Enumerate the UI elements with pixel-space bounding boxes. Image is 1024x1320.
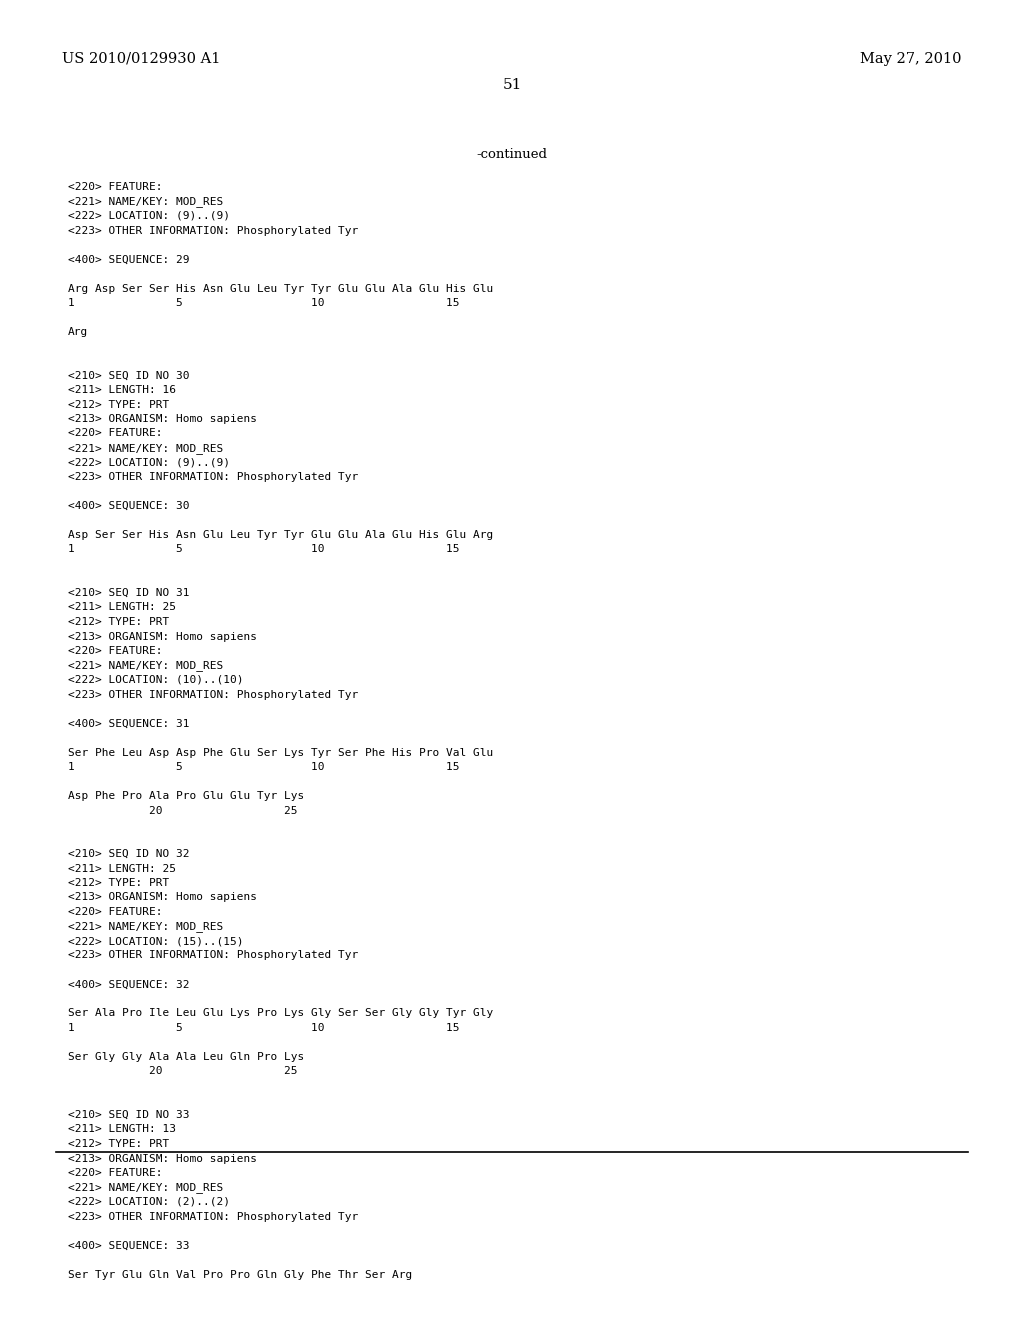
Text: 20                  25: 20 25 bbox=[68, 805, 298, 816]
Text: 1               5                   10                  15: 1 5 10 15 bbox=[68, 762, 460, 772]
Text: 1               5                   10                  15: 1 5 10 15 bbox=[68, 298, 460, 308]
Text: <221> NAME/KEY: MOD_RES: <221> NAME/KEY: MOD_RES bbox=[68, 660, 223, 672]
Text: <220> FEATURE:: <220> FEATURE: bbox=[68, 429, 163, 438]
Text: <221> NAME/KEY: MOD_RES: <221> NAME/KEY: MOD_RES bbox=[68, 197, 223, 207]
Text: <222> LOCATION: (2)..(2): <222> LOCATION: (2)..(2) bbox=[68, 1197, 230, 1206]
Text: <212> TYPE: PRT: <212> TYPE: PRT bbox=[68, 616, 169, 627]
Text: <223> OTHER INFORMATION: Phosphorylated Tyr: <223> OTHER INFORMATION: Phosphorylated … bbox=[68, 226, 358, 235]
Text: <223> OTHER INFORMATION: Phosphorylated Tyr: <223> OTHER INFORMATION: Phosphorylated … bbox=[68, 950, 358, 961]
Text: US 2010/0129930 A1: US 2010/0129930 A1 bbox=[62, 51, 220, 66]
Text: <210> SEQ ID NO 32: <210> SEQ ID NO 32 bbox=[68, 849, 189, 859]
Text: <223> OTHER INFORMATION: Phosphorylated Tyr: <223> OTHER INFORMATION: Phosphorylated … bbox=[68, 689, 358, 700]
Text: <211> LENGTH: 25: <211> LENGTH: 25 bbox=[68, 602, 176, 612]
Text: 1               5                   10                  15: 1 5 10 15 bbox=[68, 1023, 460, 1034]
Text: <223> OTHER INFORMATION: Phosphorylated Tyr: <223> OTHER INFORMATION: Phosphorylated … bbox=[68, 473, 358, 482]
Text: <212> TYPE: PRT: <212> TYPE: PRT bbox=[68, 1139, 169, 1148]
Text: <213> ORGANISM: Homo sapiens: <213> ORGANISM: Homo sapiens bbox=[68, 892, 257, 903]
Text: Ser Tyr Glu Gln Val Pro Pro Gln Gly Phe Thr Ser Arg: Ser Tyr Glu Gln Val Pro Pro Gln Gly Phe … bbox=[68, 1270, 413, 1279]
Text: <221> NAME/KEY: MOD_RES: <221> NAME/KEY: MOD_RES bbox=[68, 921, 223, 932]
Text: May 27, 2010: May 27, 2010 bbox=[860, 51, 962, 66]
Text: <212> TYPE: PRT: <212> TYPE: PRT bbox=[68, 878, 169, 888]
Text: <211> LENGTH: 13: <211> LENGTH: 13 bbox=[68, 1125, 176, 1134]
Text: Ser Phe Leu Asp Asp Phe Glu Ser Lys Tyr Ser Phe His Pro Val Glu: Ser Phe Leu Asp Asp Phe Glu Ser Lys Tyr … bbox=[68, 747, 494, 758]
Text: Arg: Arg bbox=[68, 327, 88, 337]
Text: <213> ORGANISM: Homo sapiens: <213> ORGANISM: Homo sapiens bbox=[68, 414, 257, 424]
Text: <213> ORGANISM: Homo sapiens: <213> ORGANISM: Homo sapiens bbox=[68, 1154, 257, 1163]
Text: <400> SEQUENCE: 31: <400> SEQUENCE: 31 bbox=[68, 718, 189, 729]
Text: -continued: -continued bbox=[476, 148, 548, 161]
Text: <221> NAME/KEY: MOD_RES: <221> NAME/KEY: MOD_RES bbox=[68, 1183, 223, 1193]
Text: <220> FEATURE:: <220> FEATURE: bbox=[68, 182, 163, 191]
Text: 1               5                   10                  15: 1 5 10 15 bbox=[68, 544, 460, 554]
Text: <220> FEATURE:: <220> FEATURE: bbox=[68, 1168, 163, 1177]
Text: Ser Gly Gly Ala Ala Leu Gln Pro Lys: Ser Gly Gly Ala Ala Leu Gln Pro Lys bbox=[68, 1052, 304, 1063]
Text: <211> LENGTH: 25: <211> LENGTH: 25 bbox=[68, 863, 176, 874]
Text: 51: 51 bbox=[503, 78, 521, 92]
Text: <220> FEATURE:: <220> FEATURE: bbox=[68, 907, 163, 917]
Text: <400> SEQUENCE: 32: <400> SEQUENCE: 32 bbox=[68, 979, 189, 990]
Text: <213> ORGANISM: Homo sapiens: <213> ORGANISM: Homo sapiens bbox=[68, 631, 257, 642]
Text: <400> SEQUENCE: 30: <400> SEQUENCE: 30 bbox=[68, 502, 189, 511]
Text: <221> NAME/KEY: MOD_RES: <221> NAME/KEY: MOD_RES bbox=[68, 444, 223, 454]
Text: Arg Asp Ser Ser His Asn Glu Leu Tyr Tyr Glu Glu Ala Glu His Glu: Arg Asp Ser Ser His Asn Glu Leu Tyr Tyr … bbox=[68, 284, 494, 293]
Text: <212> TYPE: PRT: <212> TYPE: PRT bbox=[68, 400, 169, 409]
Text: <222> LOCATION: (9)..(9): <222> LOCATION: (9)..(9) bbox=[68, 458, 230, 467]
Text: <222> LOCATION: (10)..(10): <222> LOCATION: (10)..(10) bbox=[68, 675, 244, 685]
Text: <220> FEATURE:: <220> FEATURE: bbox=[68, 645, 163, 656]
Text: <210> SEQ ID NO 31: <210> SEQ ID NO 31 bbox=[68, 587, 189, 598]
Text: <210> SEQ ID NO 33: <210> SEQ ID NO 33 bbox=[68, 1110, 189, 1119]
Text: <223> OTHER INFORMATION: Phosphorylated Tyr: <223> OTHER INFORMATION: Phosphorylated … bbox=[68, 1212, 358, 1221]
Text: Asp Phe Pro Ala Pro Glu Glu Tyr Lys: Asp Phe Pro Ala Pro Glu Glu Tyr Lys bbox=[68, 791, 304, 801]
Text: <400> SEQUENCE: 33: <400> SEQUENCE: 33 bbox=[68, 1241, 189, 1250]
Text: <400> SEQUENCE: 29: <400> SEQUENCE: 29 bbox=[68, 255, 189, 264]
Text: <222> LOCATION: (9)..(9): <222> LOCATION: (9)..(9) bbox=[68, 211, 230, 220]
Text: <222> LOCATION: (15)..(15): <222> LOCATION: (15)..(15) bbox=[68, 936, 244, 946]
Text: <210> SEQ ID NO 30: <210> SEQ ID NO 30 bbox=[68, 371, 189, 380]
Text: Asp Ser Ser His Asn Glu Leu Tyr Tyr Glu Glu Ala Glu His Glu Arg: Asp Ser Ser His Asn Glu Leu Tyr Tyr Glu … bbox=[68, 531, 494, 540]
Text: Ser Ala Pro Ile Leu Glu Lys Pro Lys Gly Ser Ser Gly Gly Tyr Gly: Ser Ala Pro Ile Leu Glu Lys Pro Lys Gly … bbox=[68, 1008, 494, 1019]
Text: <211> LENGTH: 16: <211> LENGTH: 16 bbox=[68, 385, 176, 395]
Text: 20                  25: 20 25 bbox=[68, 1067, 298, 1077]
